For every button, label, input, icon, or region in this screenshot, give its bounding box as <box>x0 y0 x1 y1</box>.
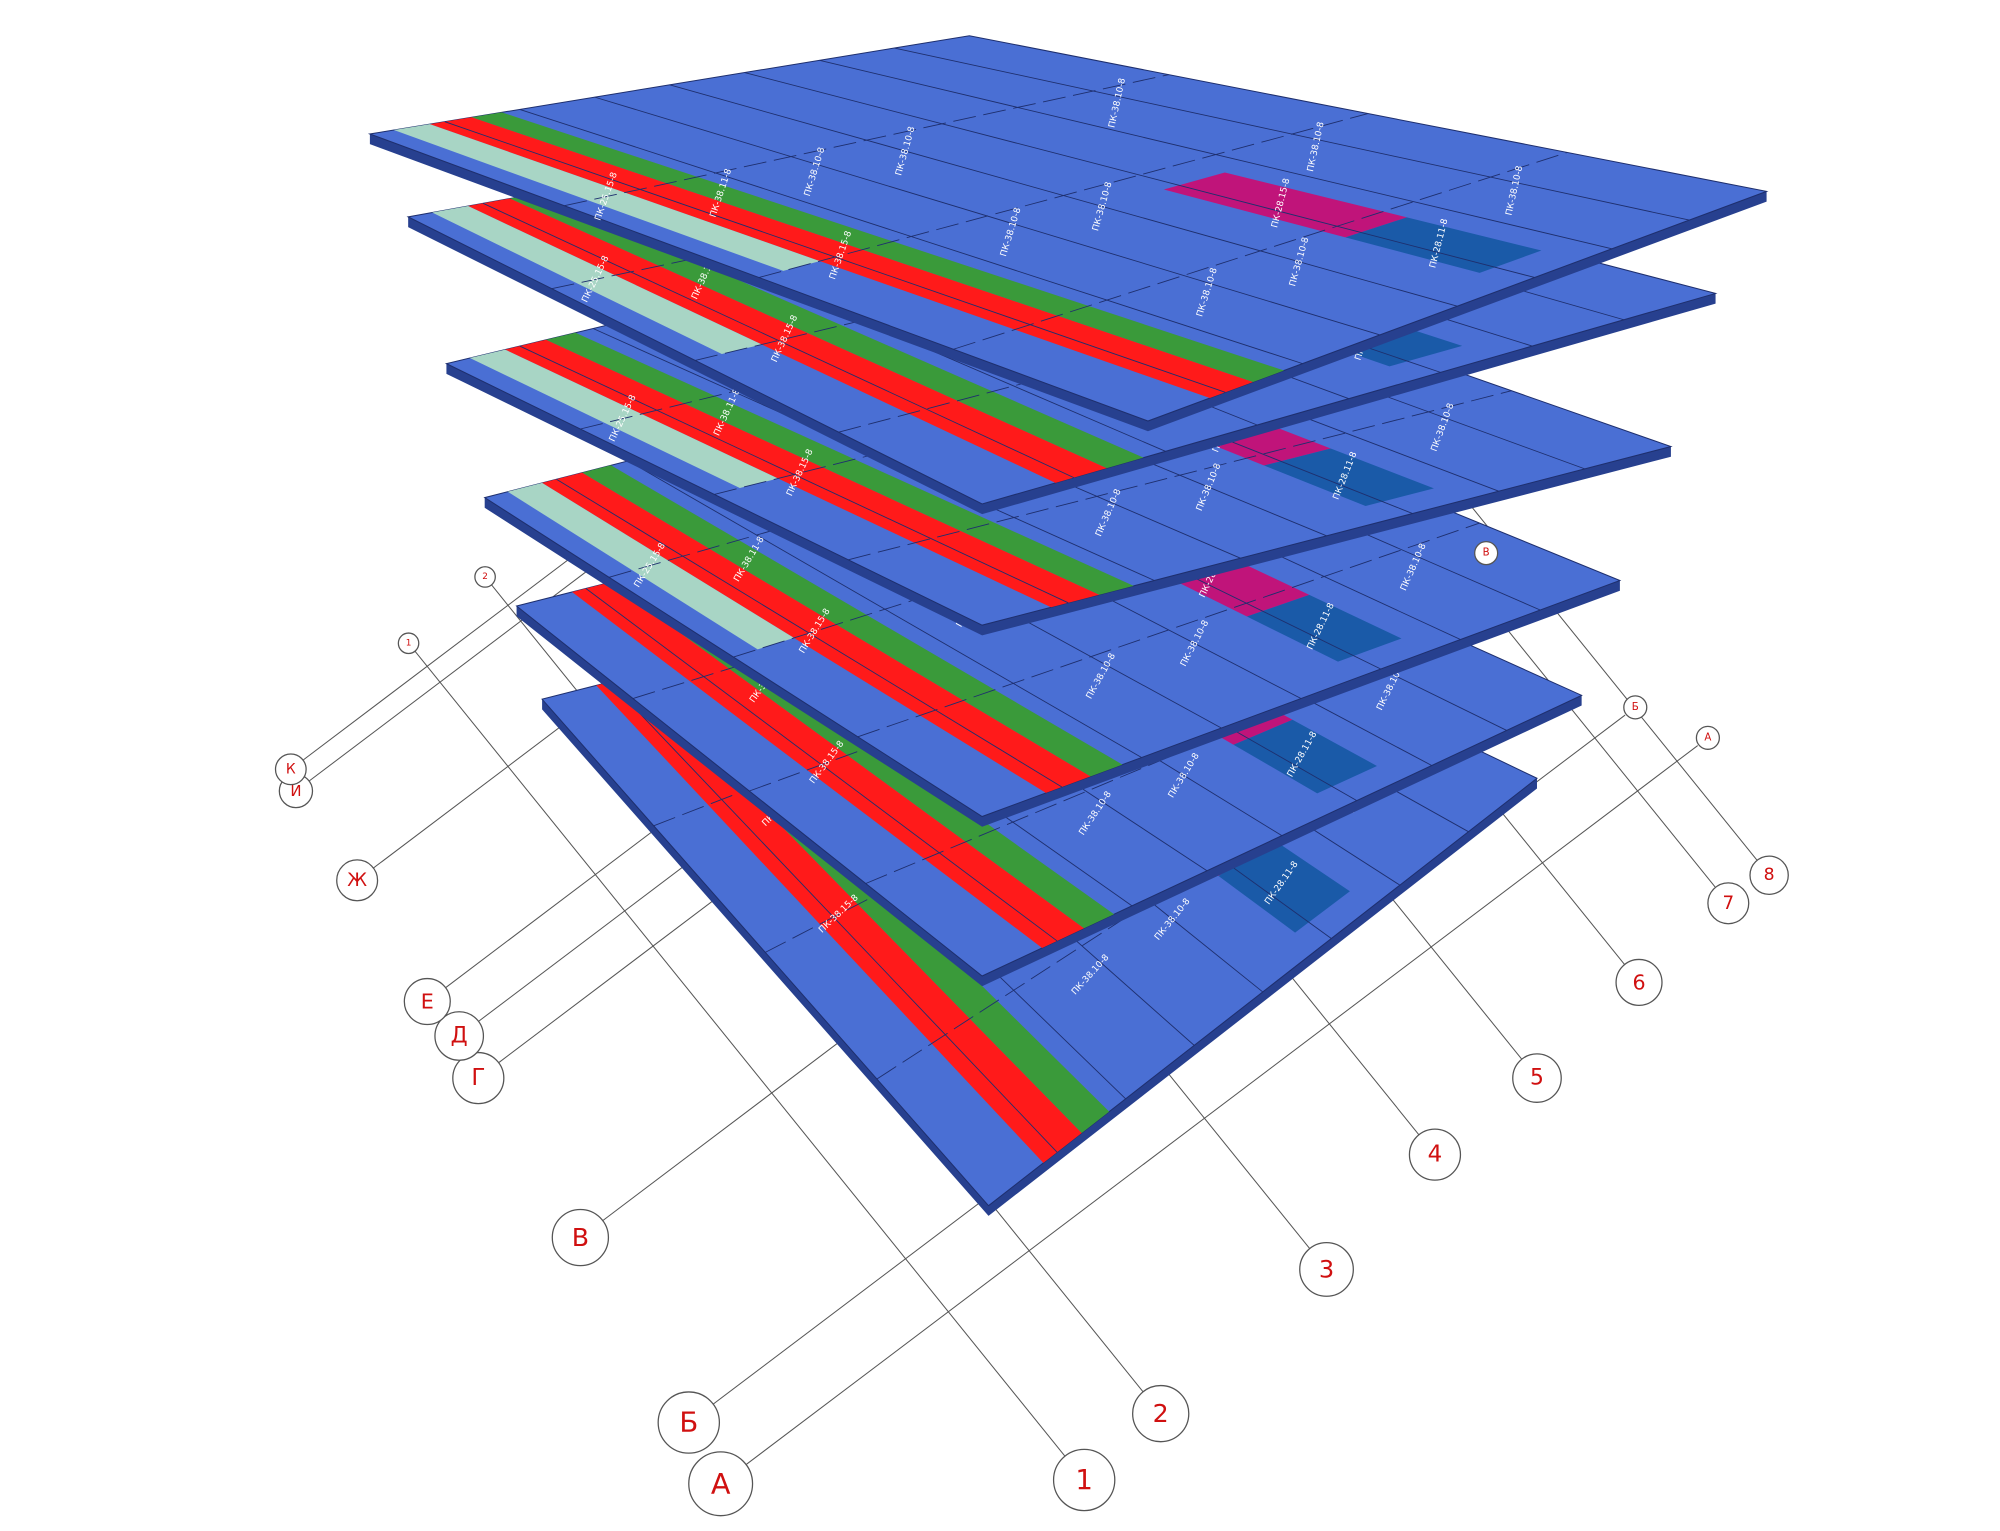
slab-joint <box>857 522 1480 738</box>
axis-label: И <box>290 782 301 800</box>
axis-label: 2 <box>482 572 488 582</box>
slab-band <box>468 198 1107 483</box>
axis-label: Д <box>451 1023 468 1048</box>
slab-band <box>505 339 1100 608</box>
axis-label: 7 <box>1722 893 1734 914</box>
axis-label: 4 <box>1428 1142 1443 1168</box>
axis-label: Г <box>471 1065 485 1091</box>
axis-label: В <box>572 1223 589 1252</box>
axis-label: В <box>1483 548 1490 559</box>
axis-bubble <box>1299 1242 1354 1297</box>
axis-label: А <box>711 1467 731 1501</box>
axis-bubble <box>657 1391 721 1454</box>
axis-bubble <box>274 753 307 786</box>
slab-joint <box>953 152 1568 350</box>
grid-axis-line <box>414 650 1066 1457</box>
axis-bubble <box>1615 958 1663 1006</box>
slab-joint <box>848 390 1512 561</box>
axis-label: 2 <box>1153 1399 1169 1428</box>
slab-band <box>507 482 795 650</box>
axis-bubble <box>1695 725 1721 750</box>
axis-bubble <box>1512 1053 1562 1103</box>
axis-bubble <box>403 977 451 1026</box>
axis-bubble <box>397 632 420 655</box>
slab-joint <box>564 74 1169 207</box>
slab-band <box>582 465 1123 777</box>
slab-joint <box>758 113 1369 278</box>
slab-band <box>1246 594 1402 662</box>
slab-layer: ПК-38.10-8ПК-38.10-8ПК-38.10-8ПК-38.10-8… <box>367 35 1769 1216</box>
slab-band <box>1163 172 1407 238</box>
axis-bubble <box>1052 1448 1116 1512</box>
axis-label: 1 <box>406 638 412 648</box>
axis-label: Ж <box>347 870 367 891</box>
axis-bubble <box>1749 855 1789 895</box>
slab-band <box>596 675 1082 1163</box>
slab-band <box>393 124 820 271</box>
axis-bubble <box>1474 541 1499 566</box>
axis-label: 8 <box>1764 865 1775 885</box>
axis-bubble <box>434 1011 485 1061</box>
axis-label: Б <box>1632 702 1639 713</box>
axis-bubble <box>1623 695 1648 720</box>
axis-label: 6 <box>1632 970 1645 994</box>
axis-bubble <box>1408 1128 1462 1181</box>
axis-label: Б <box>679 1407 698 1439</box>
axis-label: К <box>286 761 296 777</box>
axis-label: 1 <box>1075 1464 1093 1496</box>
slab-band <box>1345 217 1542 273</box>
axis-label: Е <box>421 990 434 1014</box>
axis-label: 5 <box>1530 1066 1544 1091</box>
slab-band <box>432 206 762 355</box>
slab-band <box>1233 719 1377 794</box>
slab-joint <box>744 72 1535 278</box>
axis-bubble <box>551 1208 610 1267</box>
axis-bubble <box>688 1451 754 1517</box>
axis-label: 3 <box>1319 1255 1334 1283</box>
grid-axis-line <box>745 745 1699 1465</box>
axis-label: А <box>1704 732 1711 743</box>
axis-bubble <box>1132 1384 1190 1443</box>
slab-top <box>367 35 1769 422</box>
axis-bubble <box>1707 882 1750 925</box>
slab-band <box>469 349 779 489</box>
slab-band <box>546 332 1134 595</box>
slab-band <box>510 193 1144 469</box>
slab-joint <box>482 202 1075 479</box>
slab-edge <box>516 606 1582 987</box>
slab-band <box>471 112 1285 382</box>
slab-band <box>1264 448 1434 507</box>
axis-bubble <box>474 566 496 588</box>
slab-band <box>542 472 1091 793</box>
axis-bubble <box>452 1051 505 1105</box>
axis-bubble <box>336 859 379 902</box>
slab-band <box>1218 839 1350 933</box>
